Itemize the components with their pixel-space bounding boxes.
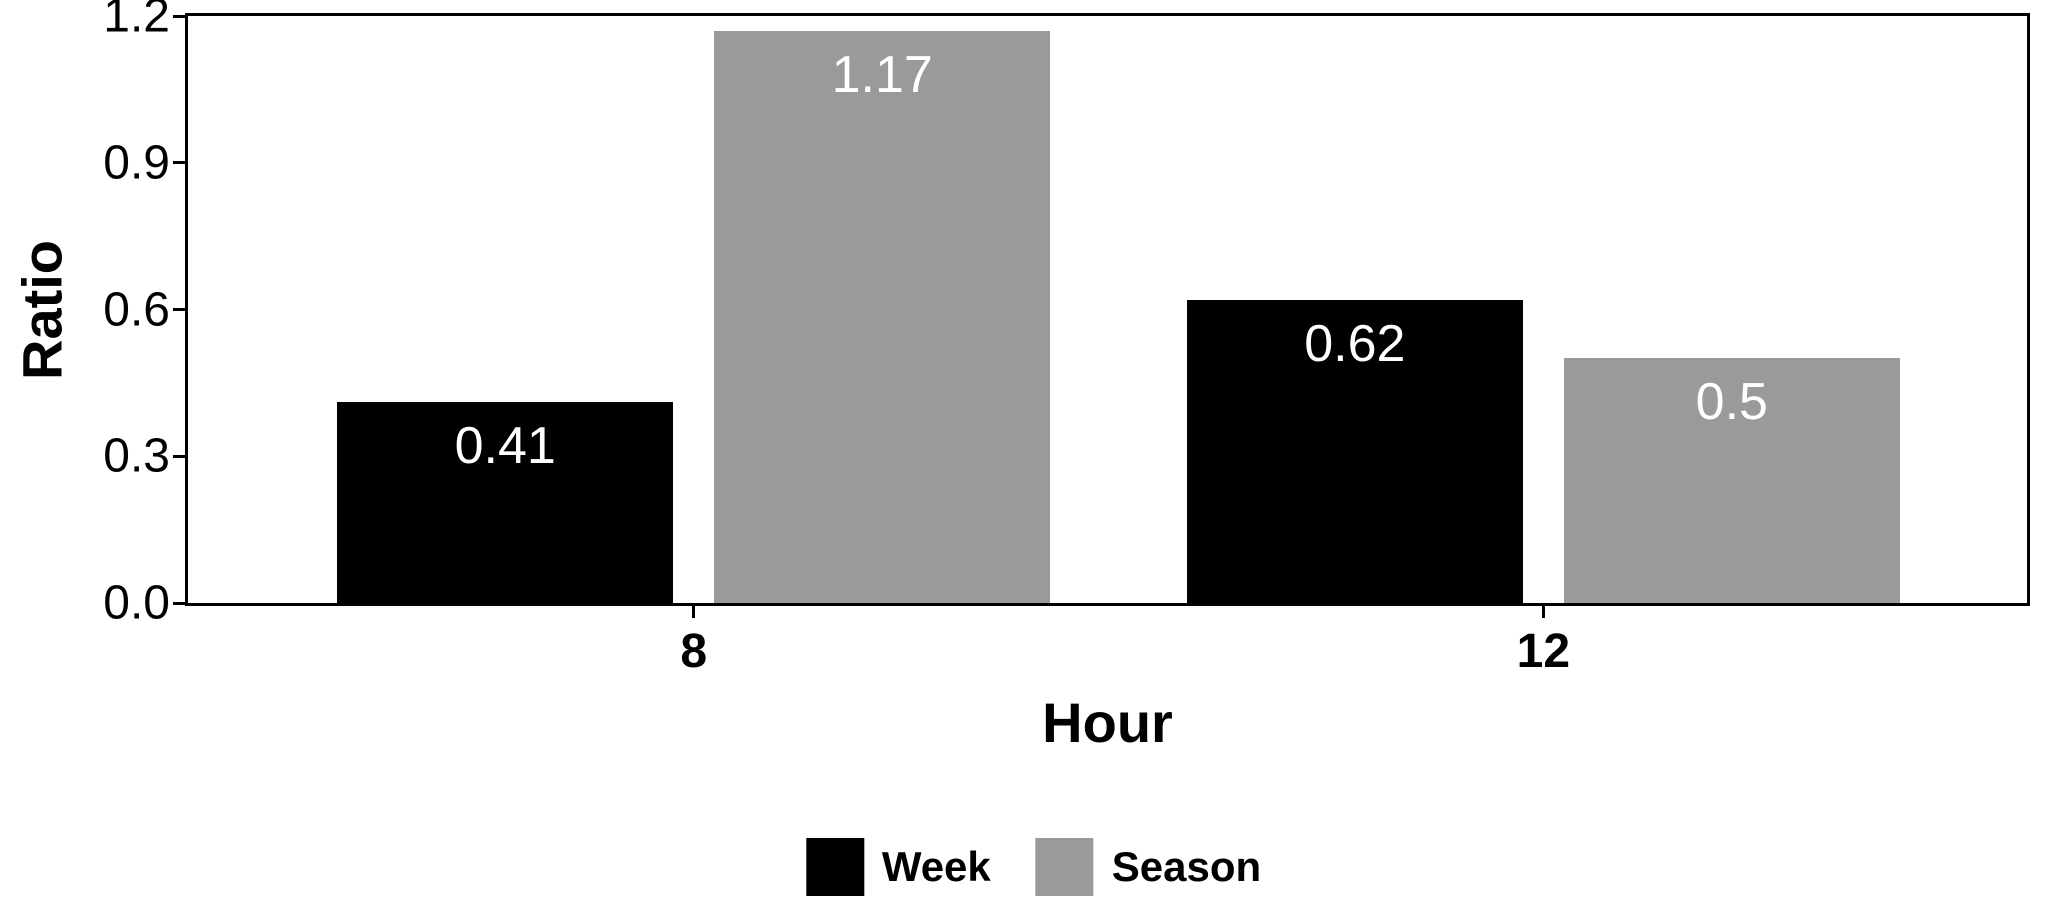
bar: 0.5 xyxy=(1563,358,1901,603)
x-tick-mark xyxy=(1541,606,1545,618)
y-tick-label: 0.0 xyxy=(103,576,170,630)
y-tick-mark xyxy=(173,454,185,458)
y-tick-mark xyxy=(173,161,185,165)
y-tick-label: 0.9 xyxy=(103,136,170,190)
plot-panel: 0.41 1.17 0.62 0.5 xyxy=(185,13,2030,606)
legend-item: Week xyxy=(805,838,991,896)
x-axis-title: Hour xyxy=(1042,691,1173,754)
y-tick-mark xyxy=(173,308,185,311)
legend-label: Week xyxy=(881,843,991,890)
y-tick-label: 1.2 xyxy=(103,0,170,43)
legend-label: Season xyxy=(1111,843,1262,890)
legend-swatch xyxy=(1035,838,1094,896)
x-tick-mark xyxy=(692,606,696,618)
bar-value-label: 0.5 xyxy=(1695,373,1768,432)
y-tick-label: 0.6 xyxy=(103,283,170,336)
x-tick-label: 8 xyxy=(680,625,708,678)
bar: 0.62 xyxy=(1186,299,1524,603)
legend-item: Season xyxy=(1035,838,1262,896)
legend-swatch xyxy=(805,838,864,896)
x-tick-label: 12 xyxy=(1516,625,1571,678)
bar: 1.17 xyxy=(713,30,1051,603)
bar-value-label: 1.17 xyxy=(831,45,933,104)
bar-value-label: 0.41 xyxy=(454,417,556,476)
y-axis-tick-labels: 0.0 0.3 0.6 0.9 1.2 xyxy=(0,0,170,919)
y-tick-mark xyxy=(173,601,185,605)
bar-value-label: 0.62 xyxy=(1304,314,1406,373)
y-tick-label: 0.3 xyxy=(103,429,170,483)
y-tick-mark xyxy=(173,14,185,18)
bar: 0.41 xyxy=(336,402,674,603)
legend: Week Season xyxy=(805,838,1262,896)
